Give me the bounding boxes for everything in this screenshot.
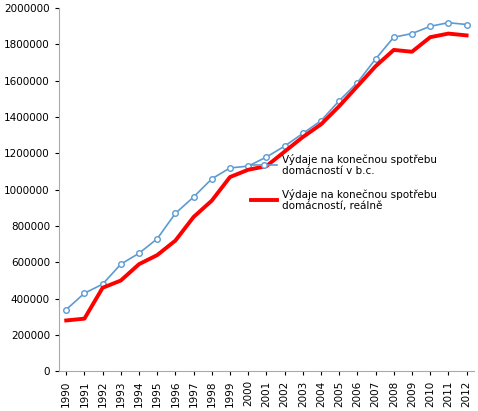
Legend: Výdaje na konečnou spotřebu
domácností v b.c., Výdaje na konečnou spotřebu
domác: Výdaje na konečnou spotřebu domácností v… (251, 154, 437, 211)
Výdaje na konečnou spotřebu
domácností v b.c. (82, 291, 87, 296)
Výdaje na konečnou spotřebu
domácností, reálně (154, 253, 160, 258)
Výdaje na konečnou spotřebu
domácností v b.c. (391, 35, 397, 40)
Výdaje na konečnou spotřebu
domácností, reálně (227, 175, 233, 180)
Výdaje na konečnou spotřebu
domácností, reálně (300, 135, 305, 140)
Výdaje na konečnou spotřebu
domácností, reálně (209, 198, 215, 203)
Výdaje na konečnou spotřebu
domácností v b.c. (64, 307, 69, 312)
Výdaje na konečnou spotřebu
domácností, reálně (409, 49, 415, 54)
Výdaje na konečnou spotřebu
domácností, reálně (427, 35, 433, 40)
Výdaje na konečnou spotřebu
domácností v b.c. (245, 164, 251, 169)
Výdaje na konečnou spotřebu
domácností, reálně (173, 238, 178, 243)
Výdaje na konečnou spotřebu
domácností, reálně (191, 215, 196, 219)
Výdaje na konečnou spotřebu
domácností, reálně (282, 149, 287, 154)
Výdaje na konečnou spotřebu
domácností v b.c. (445, 20, 451, 25)
Výdaje na konečnou spotřebu
domácností, reálně (337, 104, 342, 109)
Výdaje na konečnou spotřebu
domácností v b.c. (337, 98, 342, 103)
Výdaje na konečnou spotřebu
domácností, reálně (64, 318, 69, 323)
Výdaje na konečnou spotřebu
domácností, reálně (391, 47, 397, 52)
Výdaje na konečnou spotřebu
domácností v b.c. (154, 236, 160, 241)
Výdaje na konečnou spotřebu
domácností v b.c. (318, 118, 324, 123)
Výdaje na konečnou spotřebu
domácností, reálně (318, 122, 324, 127)
Výdaje na konečnou spotřebu
domácností v b.c. (100, 282, 106, 286)
Výdaje na konečnou spotřebu
domácností, reálně (464, 33, 469, 38)
Výdaje na konečnou spotřebu
domácností, reálně (445, 31, 451, 36)
Výdaje na konečnou spotřebu
domácností v b.c. (173, 211, 178, 216)
Výdaje na konečnou spotřebu
domácností v b.c. (136, 251, 142, 256)
Výdaje na konečnou spotřebu
domácností, reálně (118, 278, 124, 283)
Výdaje na konečnou spotřebu
domácností v b.c. (227, 166, 233, 171)
Výdaje na konečnou spotřebu
domácností, reálně (245, 167, 251, 172)
Výdaje na konečnou spotřebu
domácností, reálně (355, 84, 360, 89)
Výdaje na konečnou spotřebu
domácností v b.c. (373, 57, 379, 62)
Výdaje na konečnou spotřebu
domácností v b.c. (118, 262, 124, 267)
Výdaje na konečnou spotřebu
domácností v b.c. (464, 22, 469, 27)
Výdaje na konečnou spotřebu
domácností v b.c. (191, 194, 196, 199)
Výdaje na konečnou spotřebu
domácností v b.c. (300, 131, 305, 136)
Výdaje na konečnou spotřebu
domácností, reálně (373, 64, 379, 69)
Výdaje na konečnou spotřebu
domácností v b.c. (209, 176, 215, 181)
Výdaje na konečnou spotřebu
domácností, reálně (82, 316, 87, 321)
Line: Výdaje na konečnou spotřebu
domácností v b.c.: Výdaje na konečnou spotřebu domácností v… (64, 20, 469, 312)
Výdaje na konečnou spotřebu
domácností, reálně (136, 262, 142, 267)
Výdaje na konečnou spotřebu
domácností, reálně (263, 164, 269, 169)
Výdaje na konečnou spotřebu
domácností v b.c. (427, 24, 433, 29)
Výdaje na konečnou spotřebu
domácností v b.c. (355, 80, 360, 85)
Výdaje na konečnou spotřebu
domácností v b.c. (409, 31, 415, 36)
Výdaje na konečnou spotřebu
domácností v b.c. (282, 144, 287, 149)
Výdaje na konečnou spotřebu
domácností v b.c. (263, 155, 269, 159)
Line: Výdaje na konečnou spotřebu
domácností, reálně: Výdaje na konečnou spotřebu domácností, … (66, 34, 467, 321)
Výdaje na konečnou spotřebu
domácností, reálně (100, 285, 106, 290)
